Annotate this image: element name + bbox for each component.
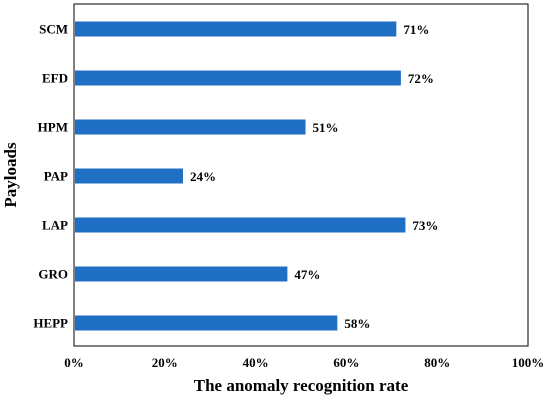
plot-area-frame — [73, 3, 529, 347]
data-label-lap: 73% — [412, 218, 438, 233]
data-label-scm: 71% — [403, 22, 429, 37]
category-label-hpm: HPM — [38, 120, 68, 135]
x-tick-label: 20% — [152, 355, 178, 370]
bar-efd — [75, 70, 401, 86]
bar-hpm — [75, 119, 306, 135]
x-axis-title: The anomaly recognition rate — [194, 376, 409, 395]
x-tick-label: 80% — [424, 355, 450, 370]
data-label-pap: 24% — [190, 169, 216, 184]
bar-hepp — [75, 315, 338, 331]
bar-pap — [75, 168, 183, 184]
category-label-pap: PAP — [44, 169, 68, 184]
y-axis-title: Payloads — [1, 142, 20, 208]
x-tick-label: 100% — [512, 355, 545, 370]
category-label-hepp: HEPP — [33, 316, 68, 331]
category-labels: SCM EFD HPM PAP LAP GRO HEPP — [33, 22, 68, 331]
data-label-gro: 47% — [294, 267, 320, 282]
data-label-efd: 72% — [408, 71, 434, 86]
data-label-hepp: 58% — [344, 316, 370, 331]
category-label-lap: LAP — [42, 218, 68, 233]
category-label-scm: SCM — [39, 22, 68, 37]
category-label-gro: GRO — [38, 267, 68, 282]
data-label-hpm: 51% — [313, 120, 339, 135]
x-tick-label: 60% — [333, 355, 359, 370]
x-tick-label: 0% — [64, 355, 84, 370]
bar-gro — [75, 266, 288, 282]
bar-lap — [75, 217, 406, 233]
x-axis-ticks: 0% 20% 40% 60% 80% 100% — [64, 355, 544, 370]
data-labels: 71% 72% 51% 24% 73% 47% 58% — [190, 22, 438, 331]
category-label-efd: EFD — [42, 71, 68, 86]
bars-group — [75, 21, 406, 331]
bar-scm — [75, 21, 397, 37]
x-tick-label: 40% — [243, 355, 269, 370]
